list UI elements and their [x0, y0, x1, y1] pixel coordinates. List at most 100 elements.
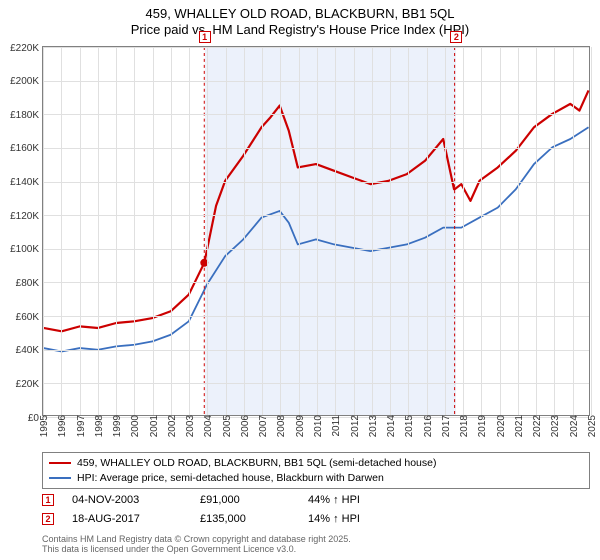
x-gridline: 2006 — [244, 47, 245, 415]
x-gridline: 2019 — [481, 47, 482, 415]
top-marker: 2 — [450, 31, 462, 43]
x-gridline: 2009 — [299, 47, 300, 415]
x-gridline: 2001 — [153, 47, 154, 415]
x-tick-label: 2011 — [331, 415, 342, 437]
x-tick-label: 2020 — [496, 415, 507, 437]
chart-container: 459, WHALLEY OLD ROAD, BLACKBURN, BB1 5Q… — [0, 0, 600, 560]
x-gridline: 2018 — [463, 47, 464, 415]
x-gridline: 2000 — [134, 47, 135, 415]
x-gridline: 1999 — [116, 47, 117, 415]
x-gridline: 2016 — [427, 47, 428, 415]
legend-swatch — [49, 462, 71, 464]
x-tick-label: 2008 — [276, 415, 287, 437]
x-tick-label: 2010 — [313, 415, 324, 437]
x-gridline: 2007 — [262, 47, 263, 415]
x-tick-label: 2009 — [295, 415, 306, 437]
y-gridline: £20K — [43, 383, 589, 384]
y-tick-label: £200K — [0, 76, 39, 87]
x-tick-label: 1998 — [94, 415, 105, 437]
y-tick-label: £220K — [0, 43, 39, 54]
x-gridline: 2014 — [390, 47, 391, 415]
y-tick-label: £100K — [0, 244, 39, 255]
x-tick-label: 2024 — [569, 415, 580, 437]
x-tick-label: 2003 — [185, 415, 196, 437]
sale-delta: 44% ↑ HPI — [308, 494, 360, 506]
x-gridline: 2013 — [372, 47, 373, 415]
sale-date: 18-AUG-2017 — [72, 513, 182, 525]
y-tick-label: £60K — [0, 312, 39, 323]
y-tick-label: £120K — [0, 211, 39, 222]
x-tick-label: 2025 — [587, 415, 598, 437]
legend-label: HPI: Average price, semi-detached house,… — [77, 471, 384, 486]
credits-line-1: Contains HM Land Registry data © Crown c… — [42, 534, 590, 544]
y-tick-label: £180K — [0, 110, 39, 121]
x-tick-label: 2014 — [386, 415, 397, 437]
legend-label: 459, WHALLEY OLD ROAD, BLACKBURN, BB1 5Q… — [77, 456, 437, 471]
x-gridline: 2024 — [573, 47, 574, 415]
x-gridline: 2012 — [354, 47, 355, 415]
y-tick-label: £140K — [0, 177, 39, 188]
plot-area: £0£20K£40K£60K£80K£100K£120K£140K£160K£1… — [42, 46, 590, 416]
legend-box: 459, WHALLEY OLD ROAD, BLACKBURN, BB1 5Q… — [42, 452, 590, 489]
x-tick-label: 2021 — [514, 415, 525, 437]
legend-swatch — [49, 477, 71, 479]
x-gridline: 2004 — [207, 47, 208, 415]
y-gridline: £80K — [43, 282, 589, 283]
sale-price: £91,000 — [200, 494, 290, 506]
y-tick-label: £20K — [0, 379, 39, 390]
x-tick-label: 2016 — [423, 415, 434, 437]
chart-title: 459, WHALLEY OLD ROAD, BLACKBURN, BB1 5Q… — [0, 0, 600, 39]
legend-row: 459, WHALLEY OLD ROAD, BLACKBURN, BB1 5Q… — [49, 456, 583, 471]
x-tick-label: 2007 — [258, 415, 269, 437]
x-tick-label: 2005 — [222, 415, 233, 437]
x-gridline: 1998 — [98, 47, 99, 415]
x-gridline: 2021 — [518, 47, 519, 415]
y-tick-label: £80K — [0, 278, 39, 289]
y-gridline: £140K — [43, 182, 589, 183]
x-gridline: 2023 — [554, 47, 555, 415]
y-gridline: £180K — [43, 114, 589, 115]
x-gridline: 2010 — [317, 47, 318, 415]
line-layer — [43, 47, 589, 415]
title-line-1: 459, WHALLEY OLD ROAD, BLACKBURN, BB1 5Q… — [0, 6, 600, 22]
y-gridline: £100K — [43, 249, 589, 250]
series-line — [43, 90, 588, 331]
x-tick-label: 1999 — [112, 415, 123, 437]
title-line-2: Price paid vs. HM Land Registry's House … — [0, 22, 600, 38]
x-gridline: 2025 — [591, 47, 592, 415]
x-tick-label: 2001 — [149, 415, 160, 437]
y-tick-label: £40K — [0, 345, 39, 356]
y-gridline: £60K — [43, 316, 589, 317]
x-gridline: 2022 — [536, 47, 537, 415]
x-tick-label: 2022 — [532, 415, 543, 437]
x-tick-label: 2019 — [477, 415, 488, 437]
y-tick-label: £0 — [0, 413, 39, 424]
x-tick-label: 2017 — [441, 415, 452, 437]
series-line — [43, 127, 588, 351]
x-tick-label: 2013 — [368, 415, 379, 437]
sale-row: 1 04-NOV-2003 £91,000 44% ↑ HPI — [42, 494, 590, 506]
credits-line-2: This data is licensed under the Open Gov… — [42, 544, 590, 554]
x-gridline: 2003 — [189, 47, 190, 415]
sale-marker: 1 — [42, 494, 54, 506]
x-tick-label: 1997 — [76, 415, 87, 437]
y-gridline: £40K — [43, 350, 589, 351]
x-tick-label: 2015 — [404, 415, 415, 437]
sale-row: 2 18-AUG-2017 £135,000 14% ↑ HPI — [42, 513, 590, 525]
y-tick-label: £160K — [0, 143, 39, 154]
x-tick-label: 2002 — [167, 415, 178, 437]
x-tick-label: 2004 — [203, 415, 214, 437]
x-gridline: 1997 — [80, 47, 81, 415]
legend-row: HPI: Average price, semi-detached house,… — [49, 471, 583, 486]
x-gridline: 2020 — [500, 47, 501, 415]
x-gridline: 1995 — [43, 47, 44, 415]
x-gridline: 2015 — [408, 47, 409, 415]
x-tick-label: 1995 — [39, 415, 50, 437]
y-gridline: £120K — [43, 215, 589, 216]
x-gridline: 2011 — [335, 47, 336, 415]
y-gridline: £220K — [43, 47, 589, 48]
x-gridline: 1996 — [61, 47, 62, 415]
x-tick-label: 2006 — [240, 415, 251, 437]
x-gridline: 2005 — [226, 47, 227, 415]
x-gridline: 2002 — [171, 47, 172, 415]
